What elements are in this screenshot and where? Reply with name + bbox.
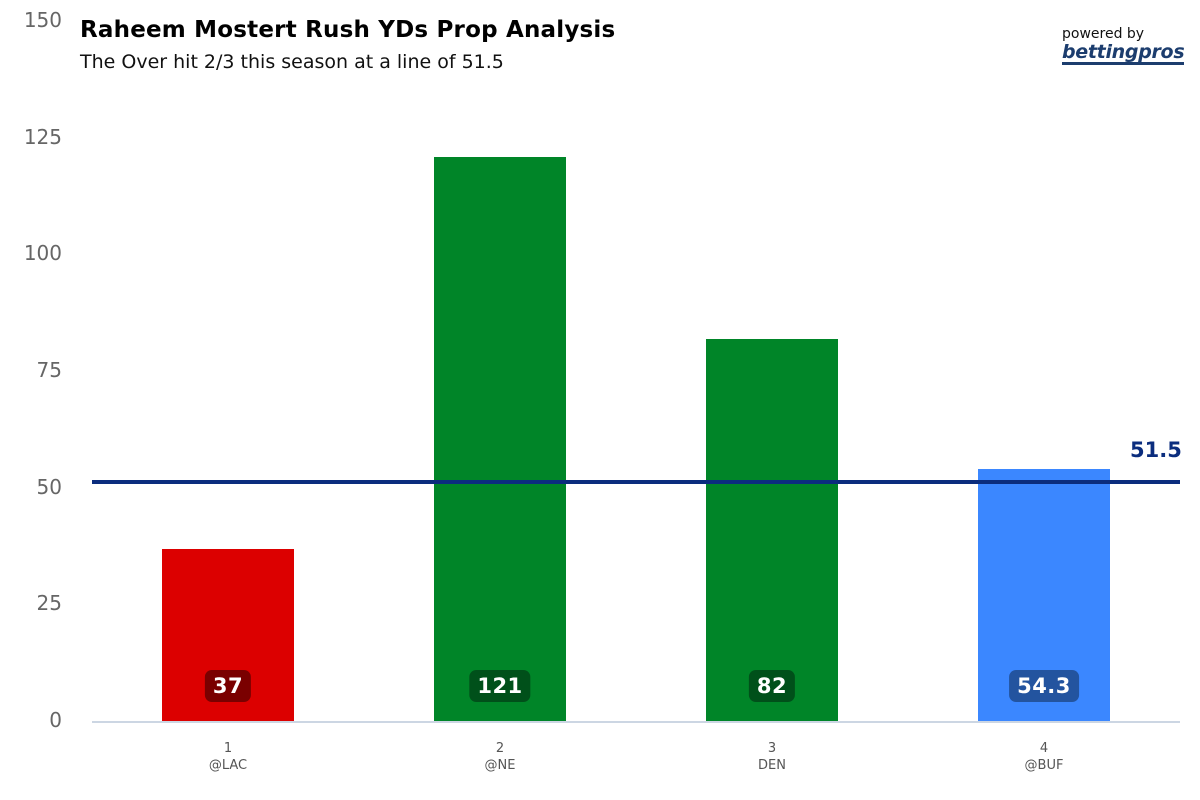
x-tick-label: 4 @BUF (1024, 741, 1064, 773)
bar-week-2[interactable]: 121 (434, 157, 566, 722)
bettingpros-logo: bettingpros (1062, 41, 1185, 65)
powered-by-text: powered by (1062, 26, 1145, 42)
prop-line-label: 51.5 (1130, 437, 1182, 462)
bar-value-badge: 54.3 (1009, 669, 1079, 702)
chart-title: Raheem Mostert Rush YDs Prop Analysis (80, 17, 616, 43)
chart-subtitle: The Over hit 2/3 this season at a line o… (80, 51, 504, 73)
x-tick-label: 2 @NE (484, 741, 516, 773)
x-axis-line (92, 721, 1180, 723)
y-tick-label: 100 (23, 241, 62, 266)
x-tick-label: 1 @LAC (208, 741, 248, 773)
bar-value-badge: 37 (204, 669, 252, 702)
y-tick-label: 125 (23, 124, 62, 149)
x-tick-label: 3 DEN (758, 741, 786, 773)
y-tick-label: 150 (23, 8, 62, 32)
y-tick-label: 75 (36, 358, 62, 382)
y-tick-label: 25 (36, 591, 62, 616)
y-tick-label: 50 (36, 474, 62, 499)
bar-week-3[interactable]: 82 (706, 339, 838, 722)
bar-value-badge: 82 (748, 669, 796, 702)
bar-week-4[interactable]: 54.3 (978, 468, 1110, 722)
prop-line (92, 479, 1180, 484)
y-tick-label: 0 (49, 708, 62, 732)
bar-week-1[interactable]: 37 (162, 549, 294, 722)
bar-value-badge: 121 (469, 669, 531, 702)
brand-logo[interactable]: powered by bettingpros (1062, 26, 1185, 65)
